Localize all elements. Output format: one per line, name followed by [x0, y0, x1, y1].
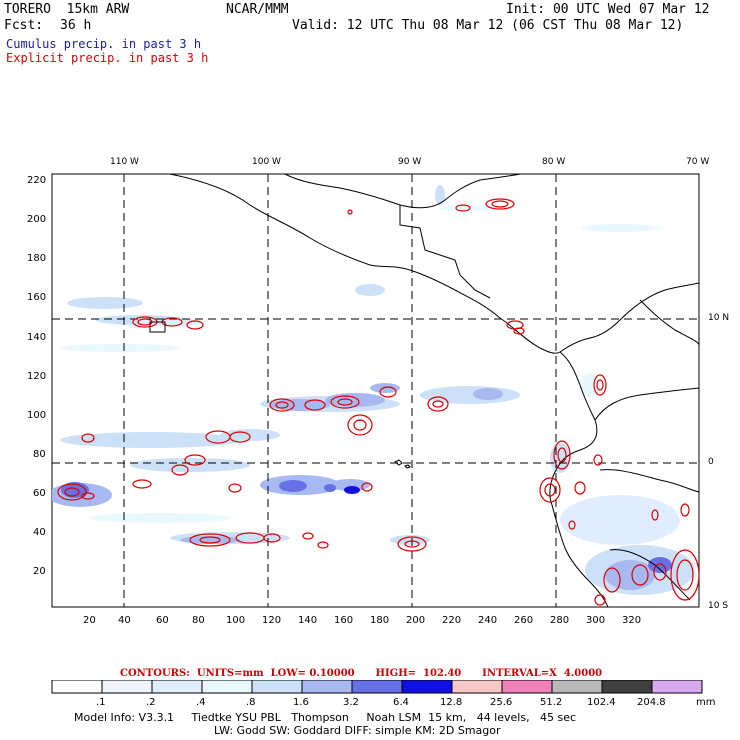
x-tick-label: 220	[442, 615, 462, 626]
colorbar-cell	[251, 680, 303, 694]
colorbar-tick-label: .1	[96, 697, 106, 708]
x-tick-label: 240	[478, 615, 498, 626]
color-bar	[51, 680, 703, 694]
colorbar-cell	[451, 680, 503, 694]
x-tick-label: 280	[550, 615, 570, 626]
colorbar-cell	[501, 680, 553, 694]
model-info-line2: LW: Godd SW: Goddard DIFF: simple KM: 2D…	[214, 724, 501, 737]
colorbar-tick-label: 6.4	[393, 697, 409, 708]
forecast-hours: 36 h	[60, 18, 92, 33]
colorbar-tick-label: .2	[146, 697, 156, 708]
colorbar-cell	[101, 680, 153, 694]
x-tick-label: 140	[298, 615, 318, 626]
location-marker	[149, 321, 166, 333]
x-tick-label: 160	[334, 615, 354, 626]
y-tick-label: 100	[27, 410, 47, 421]
lon-label: 110 W	[110, 157, 139, 167]
lon-label: 100 W	[252, 157, 281, 167]
x-tick-label: 80	[192, 615, 205, 626]
colorbar-tick-label: 1.6	[293, 697, 309, 708]
x-tick-label: 120	[262, 615, 282, 626]
y-tick-label: 140	[27, 332, 47, 343]
lon-label: 80 W	[542, 157, 566, 167]
colorbar-cell	[401, 680, 453, 694]
y-tick-label: 160	[27, 292, 47, 303]
x-tick-label: 40	[118, 615, 131, 626]
lat-label: 10 N	[708, 313, 730, 323]
lon-label: 70 W	[686, 157, 710, 167]
init-time: Init: 00 UTC Wed 07 Mar 12	[506, 2, 710, 17]
colorbar-cell	[301, 680, 353, 694]
coastlines	[169, 174, 699, 607]
colorbar-tick-label: 204.8	[637, 697, 666, 708]
x-tick-label: 260	[514, 615, 534, 626]
colorbar-tick-label: 102.4	[587, 697, 616, 708]
colorbar-tick-label: 12.8	[440, 697, 463, 708]
colorbar-cell	[651, 680, 703, 694]
y-tick-label: 220	[27, 175, 47, 186]
colorbar-cell	[151, 680, 203, 694]
cumulus-legend: Cumulus precip. in past 3 h	[6, 37, 202, 51]
colorbar-cell	[201, 680, 253, 694]
colorbar-cell	[51, 680, 103, 694]
forecast-label: Fcst:	[4, 18, 44, 33]
colorbar-cell	[551, 680, 603, 694]
explicit-legend: Explicit precip. in past 3 h	[6, 51, 209, 65]
y-tick-label: 200	[27, 214, 47, 225]
lat-lon-grid	[52, 174, 699, 607]
lat-label: 10 S	[708, 601, 729, 611]
y-tick-label: 20	[33, 566, 46, 577]
x-tick-label: 60	[156, 615, 169, 626]
contour-info: CONTOURS: UNITS=mm LOW= 0.10000 HIGH= 10…	[120, 668, 603, 679]
x-tick-label: 200	[406, 615, 426, 626]
x-tick-label: 180	[370, 615, 390, 626]
x-tick-label: 300	[586, 615, 606, 626]
y-tick-label: 40	[33, 527, 46, 538]
colorbar-tick-label: .4	[196, 697, 206, 708]
colorbar-tick-label: 25.6	[490, 697, 513, 708]
colorbar-cell	[351, 680, 403, 694]
model-info-line1: Model Info: V3.3.1 Tiedtke YSU PBL Thomp…	[74, 711, 577, 724]
y-tick-label: 120	[27, 371, 47, 382]
colorbar-tick-label: .8	[246, 697, 256, 708]
lat-label: 0	[708, 457, 714, 467]
x-tick-label: 20	[83, 615, 96, 626]
colorbar-cell	[601, 680, 653, 694]
y-tick-label: 180	[27, 253, 47, 264]
org-label: NCAR/MMM	[226, 2, 289, 17]
colorbar-unit: mm	[696, 697, 716, 708]
x-tick-label: 320	[622, 615, 642, 626]
valid-time: Valid: 12 UTC Thu 08 Mar 12 (06 CST Thu …	[292, 18, 684, 33]
model-title: TORERO 15km ARW	[4, 2, 130, 17]
lon-label: 90 W	[398, 157, 422, 167]
y-tick-label: 60	[33, 488, 46, 499]
x-tick-label: 100	[226, 615, 246, 626]
y-tick-label: 80	[33, 449, 46, 460]
colorbar-tick-label: 51.2	[540, 697, 563, 708]
colorbar-tick-label: 3.2	[343, 697, 359, 708]
